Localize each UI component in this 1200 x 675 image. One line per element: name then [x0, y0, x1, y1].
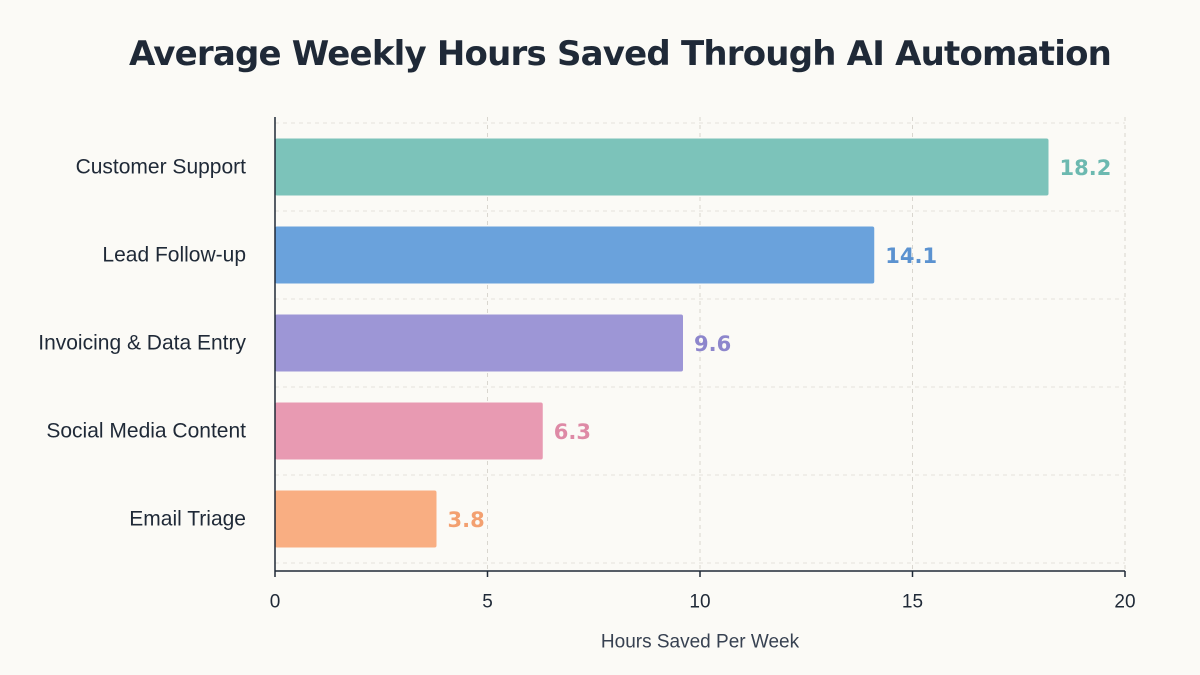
value-label-1: 14.1 — [885, 244, 937, 268]
category-label-1: Lead Follow-up — [102, 244, 246, 267]
chart-title: Average Weekly Hours Saved Through AI Au… — [128, 34, 1112, 74]
value-label-2: 9.6 — [694, 332, 731, 356]
category-label-3: Social Media Content — [46, 420, 246, 443]
bar-0 — [275, 138, 1049, 196]
x-tick-label-15: 15 — [902, 592, 923, 613]
x-tick-label-5: 5 — [482, 592, 493, 613]
x-axis-title: Hours Saved Per Week — [601, 632, 800, 653]
value-label-0: 18.2 — [1060, 156, 1112, 180]
x-tick-label-10: 10 — [689, 592, 710, 613]
category-label-4: Email Triage — [129, 508, 246, 531]
bars: Customer Support 18.2 Lead Follow-up 14.1 In… — [38, 138, 1112, 548]
bar-2 — [275, 314, 683, 372]
bar-4 — [275, 490, 437, 548]
value-label-3: 6.3 — [554, 420, 591, 444]
x-tick-label-0: 0 — [270, 592, 281, 613]
x-tick-label-20: 20 — [1114, 592, 1135, 613]
bar-3 — [275, 402, 543, 460]
category-label-0: Customer Support — [76, 156, 247, 179]
category-label-2: Invoicing & Data Entry — [38, 332, 246, 355]
bar-1 — [275, 226, 875, 284]
x-axis-ticks: 0 5 10 15 20 — [270, 571, 1136, 613]
value-label-4: 3.8 — [448, 508, 485, 532]
